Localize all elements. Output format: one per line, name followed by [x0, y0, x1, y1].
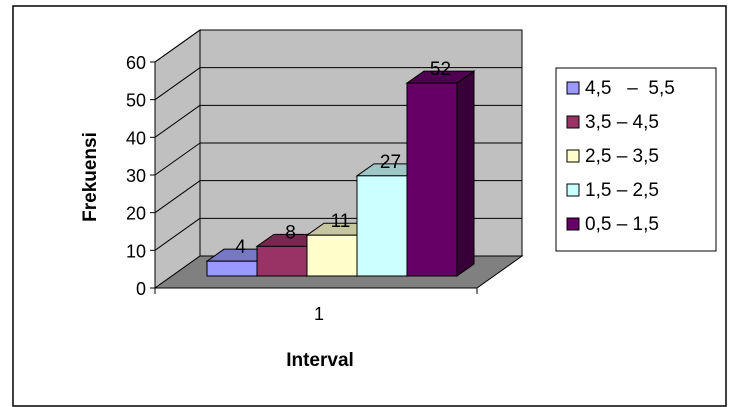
x-axis-title: Interval: [286, 350, 354, 371]
gridline-side: [154, 29, 201, 63]
data-label: 8: [285, 222, 296, 243]
data-label: 11: [331, 211, 351, 232]
legend-label: 1,5 – 2,5: [585, 180, 659, 201]
legend-swatch: [566, 217, 580, 231]
y-tick-label: 0: [136, 279, 146, 299]
gridline-side: [154, 217, 201, 251]
x-axis: 1: [154, 287, 478, 324]
legend-label: 3,5 – 4,5: [585, 112, 659, 133]
y-tick-label: 40: [126, 128, 146, 148]
legend-items: 4,5 – 5,5 3,5 – 4,5 2,5 – 3,5 1,5 – 2,5 0,5 …: [566, 78, 675, 235]
legend-swatch: [566, 183, 580, 197]
gridline-side: [154, 104, 201, 138]
data-labels: 4 8 11 27 52: [235, 59, 451, 258]
bar-front-face: [256, 245, 308, 277]
bar: [405, 70, 476, 277]
y-axis: 0 10 20 30 40 50 60: [126, 53, 156, 299]
y-tick-label: 50: [126, 91, 146, 111]
legend-label: 4,5 – 5,5: [585, 78, 675, 99]
bar-front-face: [356, 175, 408, 277]
y-axis-title: Frekuensi: [80, 132, 101, 222]
data-label: 52: [430, 59, 451, 80]
data-label: 4: [235, 237, 246, 258]
legend: 4,5 – 5,5 3,5 – 4,5 2,5 – 3,5 1,5 – 2,5 0,5 …: [555, 67, 717, 252]
gridline-side: [154, 67, 201, 101]
y-tick-label: 10: [126, 241, 146, 261]
bar-front-face: [406, 82, 458, 277]
legend-swatch: [566, 149, 580, 163]
gridline-side: [154, 142, 201, 176]
legend-swatch: [566, 81, 580, 95]
gridline-side: [154, 180, 201, 214]
x-tick-label: 1: [314, 304, 324, 324]
bar-front-face: [306, 234, 358, 277]
data-label: 27: [380, 152, 401, 173]
legend-label: 2,5 – 3,5: [585, 146, 659, 167]
legend-swatch: [566, 115, 580, 129]
bar-side-face: [456, 70, 475, 277]
y-tick-label: 30: [126, 166, 146, 186]
legend-label: 0,5 – 1,5: [585, 214, 659, 235]
legend-box: [555, 67, 717, 252]
y-tick-label: 20: [126, 204, 146, 224]
bar-front-face: [206, 260, 258, 277]
bars: [205, 70, 476, 277]
y-tick-label: 60: [126, 53, 146, 73]
